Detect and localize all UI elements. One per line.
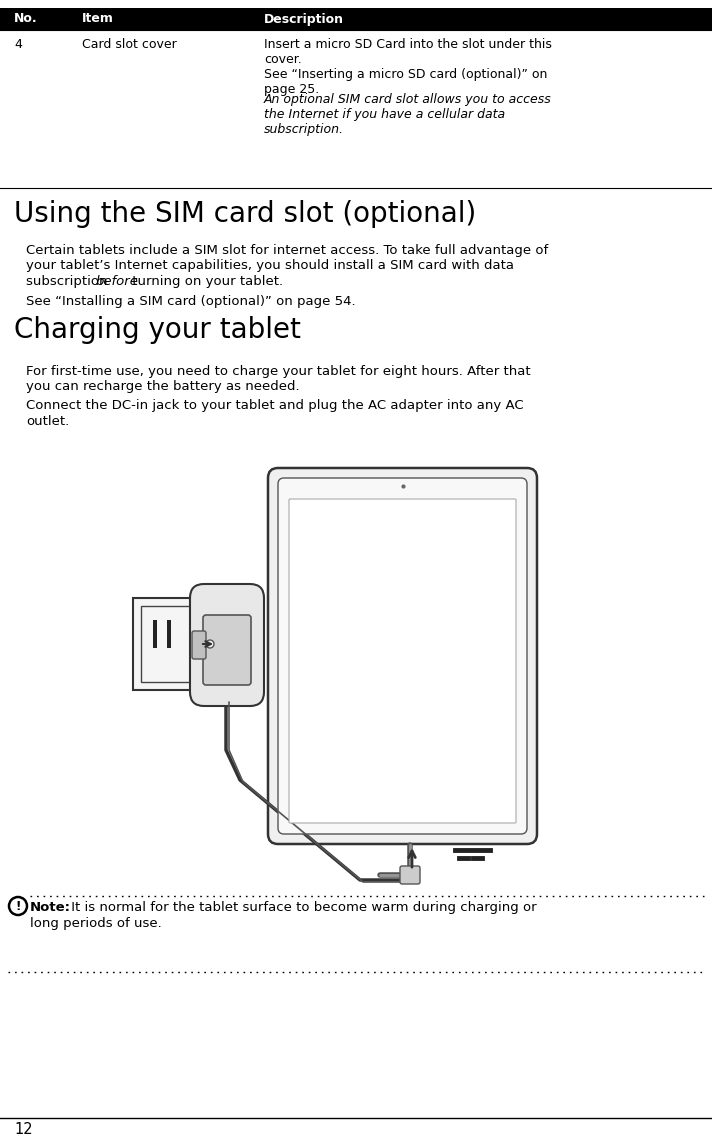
Text: No.: No.	[14, 13, 38, 25]
Text: Note:: Note:	[30, 901, 71, 914]
Text: For first-time use, you need to charge your tablet for eight hours. After that: For first-time use, you need to charge y…	[26, 365, 530, 378]
Text: It is normal for the tablet surface to become warm during charging or: It is normal for the tablet surface to b…	[67, 901, 537, 914]
Text: Card slot cover: Card slot cover	[82, 38, 177, 51]
Bar	[167, 620, 171, 647]
FancyBboxPatch shape	[190, 584, 264, 706]
Text: outlet.: outlet.	[26, 414, 69, 428]
FancyBboxPatch shape	[400, 866, 420, 884]
FancyBboxPatch shape	[133, 598, 198, 690]
Text: 4: 4	[14, 38, 22, 51]
Text: subscription: subscription	[26, 276, 112, 288]
Bar	[0, 8, 712, 30]
Text: long periods of use.: long periods of use.	[30, 916, 162, 930]
Text: See “Inserting a micro SD card (optional)” on: See “Inserting a micro SD card (optional…	[264, 68, 548, 82]
FancyBboxPatch shape	[192, 631, 206, 659]
Text: Insert a micro SD Card into the slot under this: Insert a micro SD Card into the slot und…	[264, 38, 552, 51]
Bar	[530, 492, 534, 820]
FancyBboxPatch shape	[203, 615, 251, 685]
Text: !: !	[16, 900, 21, 913]
FancyBboxPatch shape	[289, 499, 516, 823]
Text: turning on your tablet.: turning on your tablet.	[127, 276, 283, 288]
Text: Using the SIM card slot (optional): Using the SIM card slot (optional)	[14, 200, 476, 228]
Text: the Internet if you have a cellular data: the Internet if you have a cellular data	[264, 108, 505, 121]
Text: subscription.: subscription.	[264, 123, 344, 135]
Circle shape	[206, 639, 214, 647]
FancyBboxPatch shape	[278, 478, 527, 833]
Text: before: before	[95, 276, 138, 288]
Text: page 25.: page 25.	[264, 83, 319, 96]
Text: Certain tablets include a SIM slot for internet access. To take full advantage o: Certain tablets include a SIM slot for i…	[26, 245, 548, 257]
Text: An optional SIM card slot allows you to access: An optional SIM card slot allows you to …	[264, 93, 552, 106]
FancyBboxPatch shape	[268, 468, 537, 844]
FancyBboxPatch shape	[141, 606, 190, 682]
Text: your tablet’s Internet capabilities, you should install a SIM card with data: your tablet’s Internet capabilities, you…	[26, 259, 514, 272]
Text: See “Installing a SIM card (optional)” on page 54.: See “Installing a SIM card (optional)” o…	[26, 295, 355, 308]
Text: you can recharge the battery as needed.: you can recharge the battery as needed.	[26, 380, 300, 393]
Text: cover.: cover.	[264, 53, 302, 65]
Text: Charging your tablet: Charging your tablet	[14, 317, 301, 344]
Bar	[153, 620, 157, 647]
Text: Connect the DC-in jack to your tablet and plug the AC adapter into any AC: Connect the DC-in jack to your tablet an…	[26, 400, 523, 412]
Text: Item: Item	[82, 13, 114, 25]
Text: Description: Description	[264, 13, 344, 25]
Text: 12: 12	[14, 1122, 33, 1137]
